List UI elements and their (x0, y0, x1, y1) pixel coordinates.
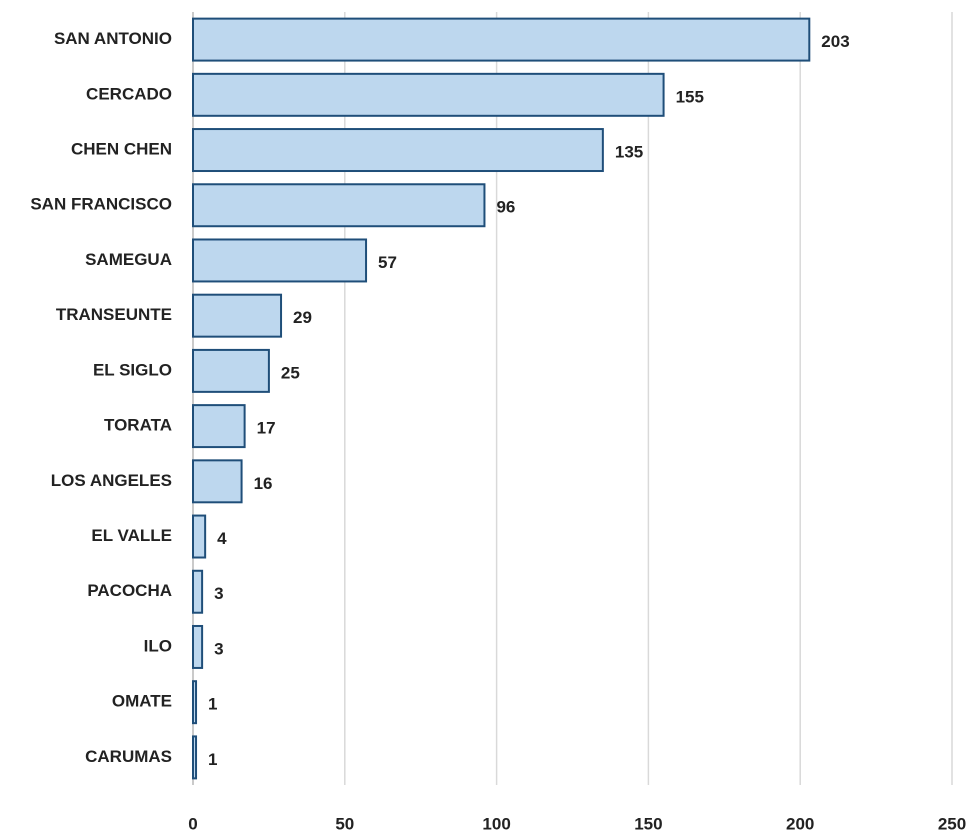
data-label: 135 (615, 143, 643, 162)
y-tick-label: CHEN CHEN (71, 140, 172, 159)
bar (192, 514, 207, 559)
data-label: 17 (257, 419, 276, 438)
bar (192, 183, 486, 228)
bar (192, 680, 198, 725)
bar (192, 348, 270, 393)
y-tick-label: CARUMAS (85, 747, 172, 766)
bar (192, 624, 204, 669)
bar (192, 238, 368, 283)
y-tick-label: OMATE (112, 692, 172, 711)
data-label: 57 (378, 253, 397, 272)
y-tick-label: PACOCHA (87, 581, 172, 600)
y-tick-label: TRANSEUNTE (56, 305, 172, 324)
data-label: 203 (821, 32, 849, 51)
bar (192, 128, 604, 173)
bar (192, 17, 811, 62)
bar (192, 459, 243, 504)
x-tick-label: 0 (188, 814, 197, 833)
y-tick-label: LOS ANGELES (51, 471, 172, 490)
data-label: 1 (208, 695, 217, 714)
data-label: 4 (217, 529, 227, 548)
data-label: 25 (281, 363, 300, 382)
y-tick-label: EL SIGLO (93, 360, 172, 379)
y-tick-label: SAMEGUA (85, 250, 172, 269)
bar (192, 735, 198, 780)
y-tick-label: SAN FRANCISCO (30, 195, 172, 214)
data-label: 3 (214, 639, 223, 658)
bar (192, 72, 665, 117)
data-label: 3 (214, 584, 223, 603)
bar (192, 569, 204, 614)
data-label: 16 (254, 474, 273, 493)
data-label: 1 (208, 750, 217, 769)
bar (192, 404, 246, 449)
bar (192, 293, 283, 338)
y-tick-label: SAN ANTONIO (54, 29, 172, 48)
x-tick-label: 50 (335, 814, 354, 833)
data-label: 96 (496, 198, 515, 217)
y-tick-label: CERCADO (86, 84, 172, 103)
data-label: 29 (293, 308, 312, 327)
y-tick-label: EL VALLE (91, 526, 172, 545)
x-tick-label: 150 (634, 814, 662, 833)
data-label: 155 (676, 87, 704, 106)
x-tick-label: 250 (938, 814, 966, 833)
y-tick-label: TORATA (104, 416, 172, 435)
x-tick-label: 200 (786, 814, 814, 833)
x-tick-label: 100 (482, 814, 510, 833)
y-tick-label: ILO (144, 636, 172, 655)
